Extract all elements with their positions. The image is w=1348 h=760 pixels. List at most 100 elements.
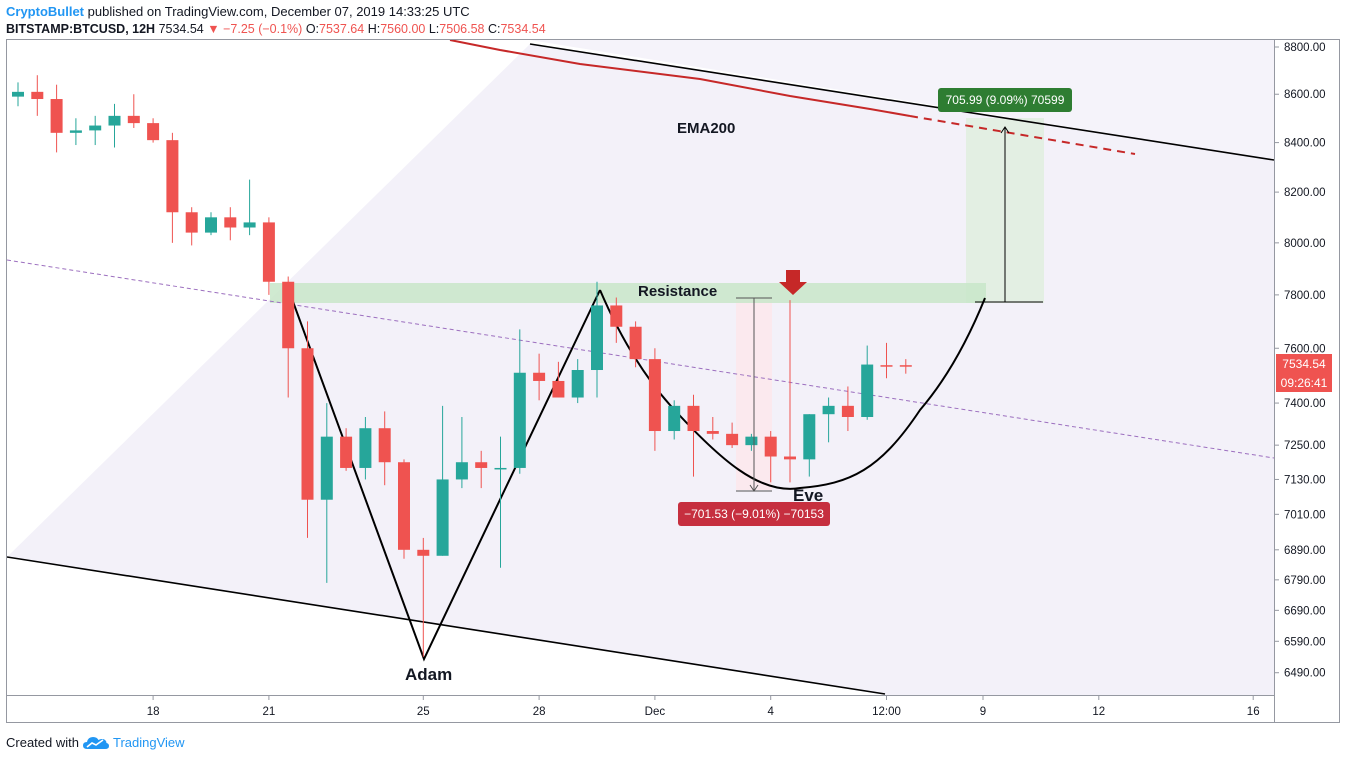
candle (320, 403, 333, 583)
candle (687, 394, 700, 477)
candle-body (455, 462, 468, 480)
rise-arrow-icon (1000, 126, 1010, 134)
candle-body (50, 99, 63, 133)
candle (398, 459, 410, 559)
candle (417, 537, 430, 657)
candle (745, 433, 758, 451)
author-link[interactable]: CryptoBullet (6, 4, 84, 19)
candle-body (591, 305, 603, 371)
tradingview-link[interactable]: TradingView (112, 735, 185, 750)
candle-body (147, 123, 160, 141)
time-tick-label: 9 (980, 706, 986, 718)
candle (706, 416, 719, 440)
candle (12, 82, 24, 107)
current-price-label: 7534.54 (1282, 357, 1326, 371)
symbol-line: BITSTAMP:BTCUSD, 12H 7534.54 ▼ −7.25 (−0… (6, 22, 546, 36)
price-tick-label: 7010.00 (1284, 509, 1326, 521)
candle-body (282, 281, 295, 349)
drop-measure-box (678, 502, 830, 526)
price-tick-label: 8400.00 (1284, 138, 1326, 150)
time-tick-label: 21 (263, 706, 276, 718)
candle-body (513, 372, 526, 468)
candle-body (243, 222, 256, 228)
drop-arrow-icon (749, 484, 759, 492)
candle-body (205, 217, 217, 233)
candle (378, 411, 391, 486)
candle (764, 431, 777, 483)
price-tick-label: 6790.00 (1284, 575, 1326, 587)
time-tick-label: 18 (147, 706, 160, 718)
time-tick-label: 12:00 (872, 706, 901, 718)
candle (494, 436, 507, 568)
adam-v-pattern (287, 287, 601, 662)
candle-body (12, 91, 24, 97)
candle-body (436, 479, 449, 556)
candle-body (784, 456, 796, 460)
candle (648, 348, 661, 451)
candle-body (648, 359, 661, 432)
candle-body (108, 115, 121, 126)
candle-body (398, 462, 410, 550)
price-axis[interactable]: 8800.00 8600.00 8400.00 8200.00 8000.00 7800.… (1274, 42, 1326, 680)
close-label: C: (487, 22, 501, 36)
channel-midline (7, 259, 1274, 459)
price-tick-label: 7250.00 (1284, 440, 1326, 452)
candle (455, 416, 468, 489)
candle (127, 94, 140, 128)
resistance-zone (270, 283, 986, 303)
candle (475, 450, 488, 489)
eve-u-pattern (599, 289, 986, 490)
candle (629, 321, 642, 368)
price-change: −7.25 (−0.1%) (223, 22, 303, 36)
candle (861, 345, 874, 420)
candle (224, 207, 237, 241)
candle (282, 276, 295, 398)
candle-body (185, 212, 198, 233)
price-tick-label: 8600.00 (1284, 89, 1326, 101)
candle-body (668, 405, 681, 432)
candle (841, 386, 854, 432)
time-axis[interactable]: 18 21 25 28 Dec 4 12:00 9 12 16 (147, 695, 1260, 718)
price-tick-label: 6690.00 (1284, 605, 1326, 617)
price-tick-label: 7800.00 (1284, 290, 1326, 302)
channel-bottom-line (7, 556, 886, 695)
created-with-text: Created with (6, 735, 79, 750)
price-tick-label: 7400.00 (1284, 398, 1326, 410)
candle (359, 416, 372, 480)
candle-body (610, 305, 623, 327)
channel-shade-top (7, 40, 1274, 160)
candle-body (494, 467, 507, 470)
candle (147, 118, 160, 143)
open-value: 7537.64 (319, 22, 365, 36)
candle (69, 118, 82, 146)
candle-body (706, 431, 719, 434)
candle (340, 428, 353, 471)
last-price: 7534.54 (158, 22, 204, 36)
candle (436, 405, 449, 556)
price-tick-label: 6890.00 (1284, 545, 1326, 557)
candle (880, 342, 893, 379)
candle-body (378, 428, 391, 463)
candle-body (301, 348, 314, 500)
candle-body (262, 222, 275, 282)
drop-measure-text: −701.53 (−9.01%) −70153 (684, 507, 824, 521)
price-tick-label: 7130.00 (1284, 474, 1326, 486)
time-tick-label: 25 (417, 706, 430, 718)
candle-body (224, 217, 237, 228)
publish-line: CryptoBullet published on TradingView.co… (6, 4, 470, 19)
candle-body (475, 462, 488, 468)
candle-body (629, 326, 642, 360)
countdown-box (1276, 373, 1332, 392)
candle (31, 75, 44, 116)
tradingview-cloud-icon (82, 736, 109, 749)
candle (591, 281, 603, 398)
candle-body (417, 549, 430, 556)
candle (571, 359, 584, 404)
candle-body (880, 365, 893, 367)
rise-measure-text: 705.99 (9.09%) 70599 (946, 93, 1065, 107)
candle-body (69, 130, 82, 133)
candle (533, 353, 546, 401)
candle (822, 397, 835, 443)
channel-shade (7, 44, 1274, 695)
